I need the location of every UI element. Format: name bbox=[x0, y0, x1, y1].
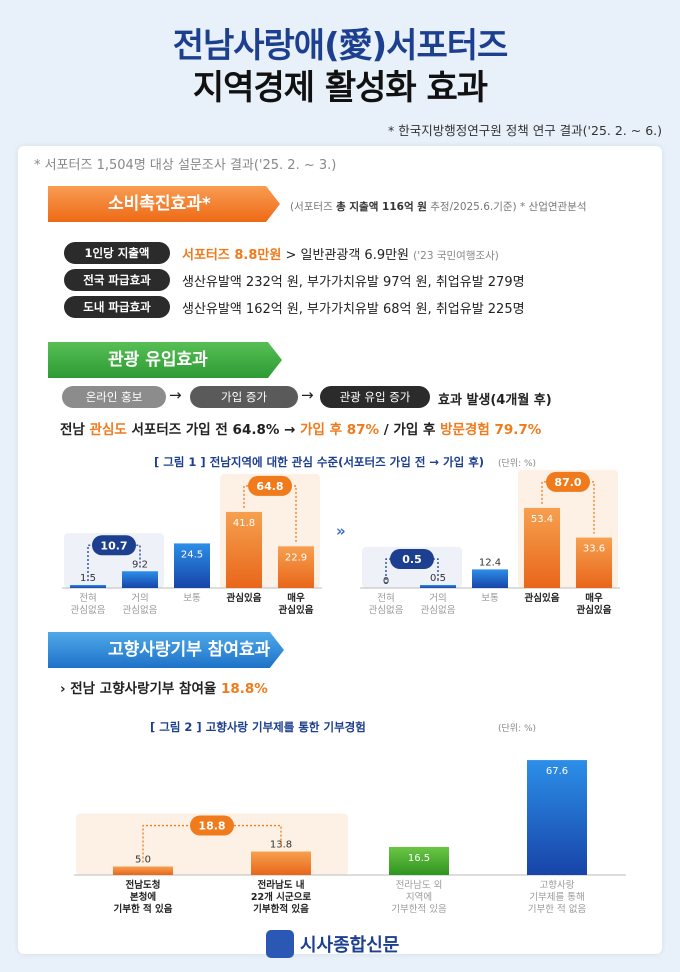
group-bracket bbox=[385, 558, 439, 584]
category-label: 지역에 bbox=[406, 892, 432, 903]
category-label: 관심있음 bbox=[577, 604, 612, 616]
page-title: 전남사랑애(愛)서포터즈 bbox=[172, 26, 509, 66]
group-pill bbox=[92, 535, 136, 556]
data-label: 67.6 bbox=[546, 766, 568, 777]
figure2-unit: (단위: %) bbox=[498, 724, 537, 734]
data-label: 53.4 bbox=[531, 514, 553, 525]
data-label: 33.6 bbox=[583, 544, 605, 555]
row-text-per-capita: 서포터즈 8.8만원 > 일반관광객 6.9만원 ('23 국민여행조사) bbox=[182, 248, 499, 263]
donation-summary: › 전남 고향사랑기부 참여율 18.8% bbox=[60, 681, 268, 697]
data-label: 5.0 bbox=[135, 855, 151, 866]
bar bbox=[113, 866, 173, 875]
category-label: 관심없음 bbox=[421, 604, 456, 616]
category-label: 거의 bbox=[429, 593, 446, 604]
source-note: * 한국지방행정연구원 정책 연구 결과('25. 2. ~ 6.) bbox=[388, 123, 662, 138]
category-label: 전혀 bbox=[377, 593, 394, 604]
row-label-provincial: 도내 파급효과 bbox=[64, 296, 170, 318]
section-banner-tourism: 관광 유입효과 bbox=[48, 342, 282, 378]
arrow-icon: → bbox=[169, 386, 182, 404]
group-pill bbox=[190, 815, 234, 836]
category-label: 거의 bbox=[131, 593, 148, 604]
category-label: 관심있음 bbox=[227, 592, 262, 604]
interest-summary: 전남 관심도 서포터즈 가입 전 64.8% → 가입 후 87% / 가입 후… bbox=[60, 422, 542, 438]
bar bbox=[70, 585, 106, 588]
category-label: 전남도청 bbox=[126, 879, 161, 891]
category-label: 기부한적 있음 bbox=[253, 903, 309, 915]
chart-before: 1.5전혀관심없음9.2거의관심없음24.5보통41.8관심있음22.9매우관심… bbox=[62, 473, 322, 616]
row-text-national: 생산유발액 232억 원, 부가가치유발 97억 원, 취업유발 279명 bbox=[182, 275, 525, 290]
category-label: 기부한 적 있음 bbox=[113, 903, 172, 915]
category-label: 전라남도 외 bbox=[396, 879, 443, 891]
group-label: 87.0 bbox=[554, 476, 581, 489]
group-label: 18.8 bbox=[198, 820, 225, 833]
data-label: 9.2 bbox=[132, 559, 148, 570]
category-label: 전혀 bbox=[79, 593, 96, 604]
figure1-unit: (단위: %) bbox=[498, 459, 537, 469]
bar bbox=[174, 543, 210, 588]
row-label-per-capita: 1인당 지출액 bbox=[64, 242, 170, 264]
category-label: 매우 bbox=[585, 592, 603, 604]
bar bbox=[420, 585, 456, 588]
category-label: 관심없음 bbox=[71, 604, 106, 616]
category-label: 기부한 적 없음 bbox=[528, 903, 587, 915]
group-label: 10.7 bbox=[100, 539, 127, 552]
group-label: 0.5 bbox=[402, 553, 422, 566]
category-label: 고향사랑 bbox=[540, 879, 575, 891]
bar bbox=[251, 851, 311, 875]
figure2-caption: [ 그림 2 ] 고향사랑 기부제를 통한 기부경험 bbox=[150, 720, 366, 734]
step-tourism-increase: 관광 유입 증가 bbox=[320, 386, 430, 408]
step-online-promo: 온라인 홍보 bbox=[62, 386, 166, 408]
bar bbox=[576, 537, 612, 588]
section-banner-consumption: 소비촉진효과* bbox=[48, 186, 280, 222]
step-result: 효과 발생(4개월 후) bbox=[438, 393, 552, 408]
survey-note: * 서포터즈 1,504명 대상 설문조사 결과('25. 2. ~ 3.) bbox=[34, 158, 337, 173]
data-label: 0 bbox=[383, 576, 389, 587]
bar bbox=[527, 760, 587, 875]
category-label: 22개 시군으로 bbox=[251, 891, 311, 903]
logo-icon bbox=[266, 930, 294, 958]
category-label: 관심있음 bbox=[525, 592, 560, 604]
data-label: 22.9 bbox=[285, 552, 307, 563]
step-signup-increase: 가입 증가 bbox=[190, 386, 298, 408]
category-label: 관심없음 bbox=[123, 604, 158, 616]
category-label: 기부한적 있음 bbox=[391, 903, 447, 915]
group-label: 64.8 bbox=[256, 480, 283, 493]
logo-text: 시사종합신문 bbox=[300, 935, 400, 956]
category-label: 관심있음 bbox=[279, 604, 314, 616]
data-label: 16.5 bbox=[408, 853, 430, 864]
category-label: 관심없음 bbox=[369, 604, 404, 616]
consumption-note: (서포터즈 총 지출액 116억 원 추정/2025.6.기준) * 산업연관분… bbox=[290, 201, 587, 213]
bar bbox=[389, 846, 449, 875]
chevron-right-icon: » bbox=[336, 522, 346, 540]
bar bbox=[226, 511, 262, 588]
category-label: 보통 bbox=[481, 593, 499, 604]
category-label: 전라남도 내 bbox=[257, 879, 304, 891]
category-label: 매우 bbox=[287, 592, 305, 604]
group-pill bbox=[390, 549, 434, 569]
data-label: 13.8 bbox=[270, 840, 292, 851]
data-label: 12.4 bbox=[479, 557, 501, 568]
category-label: 보통 bbox=[183, 593, 201, 604]
row-label-national: 전국 파급효과 bbox=[64, 269, 170, 291]
bar bbox=[122, 571, 158, 588]
chart-after: 0전혀관심없음0.5거의관심없음12.4보통53.4관심있음33.6매우관심있음… bbox=[360, 469, 620, 616]
data-label: 1.5 bbox=[80, 573, 96, 584]
group-pill bbox=[546, 471, 590, 492]
bar bbox=[278, 546, 314, 588]
figure1-caption: [ 그림 1 ] 전남지역에 대한 관심 수준(서포터즈 가입 전 → 가입 후… bbox=[154, 455, 485, 469]
data-label: 41.8 bbox=[233, 518, 255, 529]
page-subtitle: 지역경제 활성화 효과 bbox=[192, 68, 488, 108]
category-label: 본청에 bbox=[130, 891, 156, 903]
bar bbox=[472, 569, 508, 588]
arrow-icon: → bbox=[301, 386, 314, 404]
bar bbox=[524, 507, 560, 588]
section-banner-donation: 고향사랑기부 참여효과 bbox=[48, 632, 284, 668]
row-text-provincial: 생산유발액 162억 원, 부가가치유발 68억 원, 취업유발 225명 bbox=[182, 302, 525, 317]
category-label: 기부제를 통해 bbox=[529, 891, 584, 903]
data-label: 24.5 bbox=[181, 549, 203, 560]
group-pill bbox=[248, 475, 292, 496]
